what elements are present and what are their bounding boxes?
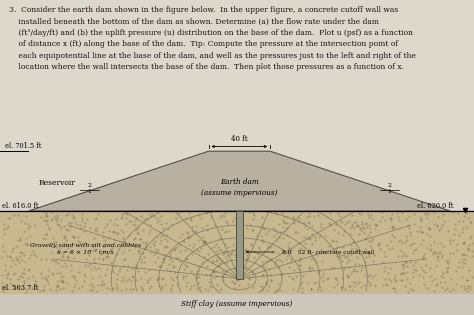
Text: el. 503.7 ft: el. 503.7 ft — [2, 284, 39, 292]
Text: 2: 2 — [88, 183, 91, 188]
Polygon shape — [28, 151, 450, 211]
Bar — [236, 211, 243, 279]
Text: el. 616.0 ft: el. 616.0 ft — [2, 202, 39, 210]
Text: Reservoir: Reservoir — [38, 179, 75, 187]
Text: 1: 1 — [387, 189, 391, 194]
Text: 1: 1 — [88, 189, 91, 194]
Text: Earth dam
(assume impervious): Earth dam (assume impervious) — [201, 178, 278, 197]
Text: 40 ft: 40 ft — [231, 135, 248, 143]
Text: Stiff clay (assume impervious): Stiff clay (assume impervious) — [182, 300, 292, 308]
Text: el. 620.0 ft: el. 620.0 ft — [417, 202, 454, 210]
Bar — [0, 211, 474, 293]
Text: 3.  Consider the earth dam shown in the figure below.  In the upper figure, a co: 3. Consider the earth dam shown in the f… — [9, 6, 417, 71]
Text: Gravelly sand with silt and cobbles
k = 6 × 10⁻² cm/s: Gravelly sand with silt and cobbles k = … — [30, 243, 141, 255]
Text: el. 701.5 ft: el. 701.5 ft — [5, 142, 41, 150]
Text: 2: 2 — [387, 183, 391, 188]
Text: 8 ft   52 ft- concrete cutoff wall: 8 ft 52 ft- concrete cutoff wall — [282, 249, 374, 255]
Bar — [0, 293, 474, 315]
